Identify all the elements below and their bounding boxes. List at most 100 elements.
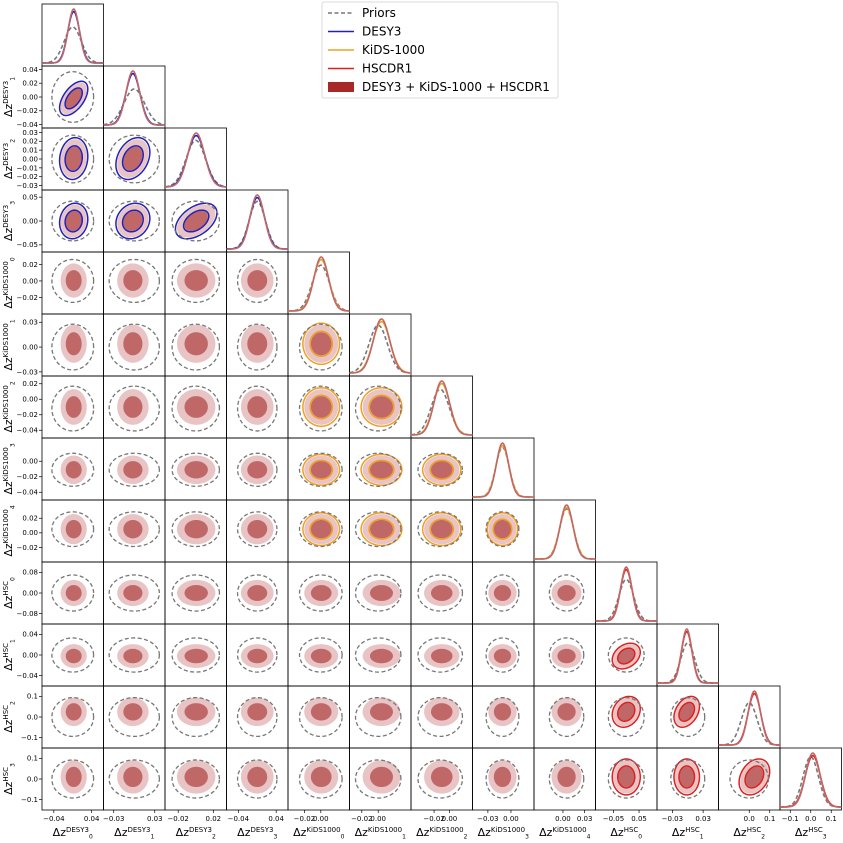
prior-contour [607, 759, 645, 799]
y-axis-label-8: ΔzKiDS10004 [2, 505, 17, 557]
legend-frame [321, 1, 559, 99]
x-tick-label: 0.1 [764, 815, 775, 823]
survey-1sigma [492, 518, 513, 540]
y-tick-label: 0.04 [22, 66, 38, 74]
panel-7-4 [287, 437, 350, 501]
panel-2-1 [103, 127, 166, 191]
combined-1sigma [557, 585, 576, 601]
x-tick-label: −0.04 [43, 815, 65, 823]
combined-1sigma [493, 585, 512, 601]
prior-marginal-3 [226, 200, 289, 250]
combined-1sigma [557, 648, 576, 664]
prior-contour [171, 200, 221, 242]
y-tick-label: −0.02 [17, 107, 38, 115]
prior-contour [171, 759, 221, 799]
prior-marginal-4 [287, 264, 350, 312]
panel-3-2 [164, 189, 227, 253]
panel-11-5 [349, 685, 412, 749]
combined-1sigma [123, 766, 143, 788]
prior-marginal-9 [595, 578, 657, 622]
panel-12-12 [779, 747, 842, 811]
y-tick-label: 0.03 [22, 319, 38, 327]
combined-1sigma [493, 648, 512, 664]
panel-1-1 [103, 65, 166, 129]
panel-9-6 [410, 561, 473, 625]
prior-contour [236, 759, 278, 799]
combined-1sigma [65, 210, 82, 232]
panels-layer [41, 3, 842, 811]
panel-12-4 [287, 747, 350, 811]
prior-contour [298, 696, 343, 738]
combined-1sigma [493, 766, 512, 788]
prior-contour [108, 385, 161, 432]
survey-marginal-0 [42, 10, 104, 64]
y-tick-label: 0.08 [22, 569, 38, 577]
prior-contour [171, 511, 221, 548]
survey-1sigma [616, 701, 636, 722]
combined-1sigma [618, 766, 635, 788]
x-tick-label: 0.03 [147, 815, 163, 823]
panel-5-5 [349, 313, 412, 377]
y-tick-label: −0.1 [21, 796, 38, 804]
panel-11-10 [656, 685, 719, 749]
legend: Priors DESY3 KiDS-1000 HSCDR1 DESY3 + KiDS-1… [321, 1, 559, 99]
combined-marginal-10 [657, 628, 719, 684]
survey-1sigma [678, 701, 696, 722]
combined-1sigma [247, 703, 268, 721]
prior-contour [51, 385, 95, 432]
combined-1sigma [65, 766, 82, 788]
combined-1sigma [679, 703, 694, 721]
combined-1sigma [310, 396, 332, 418]
prior-contour [417, 759, 464, 799]
prior-contour [485, 696, 520, 738]
survey-1sigma [616, 765, 636, 789]
panel-10-3 [226, 623, 289, 687]
combined-marginal-12 [780, 752, 842, 808]
prior-contour [670, 696, 706, 738]
combined-1sigma [247, 332, 268, 356]
legend-label: HSCDR1 [362, 62, 412, 76]
x-tick-label: 0.04 [268, 815, 284, 823]
x-tick-label: 0.05 [631, 815, 647, 823]
prior-contour [108, 637, 161, 673]
panel-6-3 [226, 375, 289, 439]
survey-1sigma [64, 87, 84, 110]
survey-1sigma [368, 459, 395, 480]
prior-marginal-7 [472, 446, 534, 498]
panel-11-6 [410, 685, 473, 749]
panel-7-0 [41, 437, 104, 501]
prior-contour [108, 452, 161, 487]
combined-1sigma [184, 585, 208, 601]
prior-marginal-0 [41, 26, 104, 64]
combined-1sigma [65, 146, 82, 171]
panel-8-0 [41, 499, 104, 563]
prior-contour [485, 511, 520, 548]
prior-contour [51, 323, 95, 371]
x-axis-label-10: ΔzHSC1 [672, 826, 704, 841]
combined-1sigma [370, 648, 393, 664]
y-tick-label: −0.02 [17, 544, 38, 552]
survey-marginal-6 [410, 382, 473, 436]
panel-3-3 [226, 189, 289, 253]
panel-12-2 [164, 747, 227, 811]
panel-1-0 [41, 65, 104, 129]
panel-9-3 [226, 561, 289, 625]
combined-1sigma [370, 519, 393, 539]
prior-marginal-5 [349, 324, 412, 374]
y-tick-label: −0.01 [17, 164, 38, 172]
panel-9-1 [103, 561, 166, 625]
prior-contour [171, 258, 221, 304]
panel-12-8 [533, 747, 596, 811]
prior-contour [108, 511, 161, 548]
y-axis-label-11: ΔzHSC2 [2, 701, 17, 733]
panel-12-7 [472, 747, 535, 811]
y-tick-label: 0.01 [22, 147, 38, 155]
prior-contour [108, 200, 161, 242]
panel-frame [410, 375, 473, 439]
combined-1sigma [310, 332, 332, 356]
y-tick-label: −0.02 [17, 473, 38, 481]
combined-marginal-7 [472, 442, 534, 498]
combined-1sigma [65, 396, 82, 418]
combined-1sigma [370, 703, 393, 721]
